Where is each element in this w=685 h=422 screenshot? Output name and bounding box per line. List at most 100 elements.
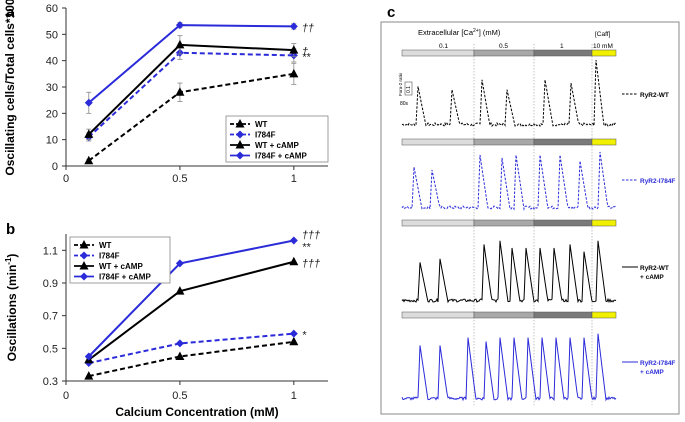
panel-b-label: b: [6, 221, 15, 238]
caffeine-label: [Caff]: [595, 31, 611, 38]
x-tick-label: 0.5: [172, 173, 187, 185]
segment-label-1: 1: [560, 43, 564, 50]
stimulus-segment: [533, 311, 593, 319]
x-tick-label: 0: [63, 173, 69, 185]
x-tick-label: 1: [291, 390, 297, 402]
legend-label: I784F + cAMP: [255, 152, 307, 161]
chart-b: 0.3 0.5 0.7 0.9 1.1 0 0.5 1 Oscillations (min-1)…: [4, 230, 328, 419]
y-tick-label: 60: [46, 3, 58, 15]
legend-label: I784F: [255, 131, 276, 140]
stimulus-segment: [473, 49, 535, 57]
legend-marker: [236, 151, 244, 160]
legend-label: I784F + cAMP: [99, 273, 151, 282]
legend-marker: [80, 251, 88, 260]
stimulus-segment: [591, 311, 617, 319]
significance-annotation: **: [302, 51, 311, 63]
y-tick-label: 0: [52, 161, 58, 173]
data-point: [175, 87, 185, 96]
stimulus-segment: [591, 138, 617, 146]
data-point: [84, 129, 94, 138]
segment-label-0.1: 0.1: [439, 43, 448, 50]
trace-label: + cAMP: [640, 274, 664, 281]
y-tick-label: 30: [46, 82, 58, 94]
stimulus-segment: [401, 219, 475, 227]
data-point: [84, 371, 94, 380]
legend-label: WT + cAMP: [99, 262, 143, 271]
stimulus-segment: [533, 138, 593, 146]
legend-marker: [235, 140, 245, 149]
data-point: [84, 98, 93, 107]
stimulus-segment: [473, 138, 535, 146]
trace-label: RyR2-WT: [640, 92, 669, 99]
x-tick-label: 1: [291, 173, 297, 185]
legend-label: WT: [99, 241, 112, 250]
calcium-trace: [401, 151, 617, 211]
data-point: [84, 155, 94, 165]
legend-label: WT: [255, 120, 268, 129]
calcium-traces-panel: Extracellular [Ca2+] (mM) [Caff] 0.1 0.5…: [398, 28, 675, 405]
x-tick-label: 0.5: [172, 390, 187, 402]
segment-label-0.5: 0.5: [499, 43, 508, 50]
y-tick-label: 20: [46, 108, 58, 120]
legend-marker: [80, 272, 88, 281]
trace-label: RyR2-WT: [640, 265, 669, 272]
data-point: [289, 68, 299, 78]
y-axis-title: Oscillating cells/Total cells*100: [3, 0, 17, 176]
scale-ratio-label: Fura-2 ratio: [398, 72, 403, 96]
data-point: [175, 21, 184, 30]
panel-c-label: c: [387, 4, 395, 21]
significance-annotation: *: [302, 330, 307, 342]
significance-annotation: ††: [302, 22, 314, 34]
stimulus-segment: [473, 311, 535, 319]
y-axis-title: Oscillations (min-1): [4, 254, 19, 362]
y-tick-label: 10: [46, 135, 58, 147]
extracellular-header: Extracellular [Ca2+] (mM): [418, 28, 501, 37]
stimulus-segment: [591, 49, 617, 57]
data-point: [175, 286, 185, 295]
calcium-trace: [401, 333, 617, 402]
stimulus-segment: [533, 49, 593, 57]
data-point: [175, 351, 185, 360]
scale-bar-box: [404, 81, 413, 96]
legend-marker: [236, 130, 244, 139]
traces-group: RyR2-WT RyR2-I784F RyR2-WT + cAMP RyR2-I784F…: [401, 44, 675, 405]
data-point: [175, 259, 184, 268]
scale-value-label: 0.1: [406, 86, 412, 93]
calcium-trace: [401, 240, 617, 304]
y-tick-label: 0.7: [43, 311, 58, 323]
legend-marker: [79, 240, 89, 249]
trace-label: RyR2-I784F: [640, 360, 675, 367]
stimulus-segment: [401, 49, 475, 57]
legend-label: I784F: [99, 252, 120, 261]
scale-time-label: 80s: [400, 101, 409, 107]
x-axis-title: Calcium Concentration (mM): [115, 405, 278, 419]
significance-annotation: †††: [302, 230, 320, 242]
stimulus-segment: [533, 219, 593, 227]
panel-a-label: a: [6, 4, 15, 21]
y-tick-label: 40: [46, 56, 58, 68]
data-point: [175, 39, 185, 49]
x-tick-label: 0: [63, 390, 69, 402]
stimulus-segment: [591, 219, 617, 227]
series-line-1: [88, 332, 294, 365]
significance-annotation: †††: [302, 258, 320, 270]
y-tick-label: 50: [46, 29, 58, 41]
calcium-trace: [401, 59, 617, 128]
data-point: [289, 329, 298, 338]
trace-label: RyR2-I784F: [640, 178, 675, 185]
series-line-0: [88, 340, 294, 378]
significance-annotation: **: [302, 242, 311, 254]
data-point: [289, 336, 299, 346]
data-point: [289, 236, 298, 245]
y-tick-label: 0.5: [43, 343, 58, 355]
data-point: [289, 45, 299, 54]
stimulus-segment: [401, 138, 475, 146]
data-point: [289, 256, 299, 266]
data-point: [175, 339, 184, 348]
y-tick-label: 0.3: [43, 376, 58, 388]
legend-label: WT + cAMP: [255, 141, 299, 150]
y-tick-label: 0.9: [43, 278, 58, 290]
legend-marker: [79, 261, 89, 270]
panel-c-frame: [380, 21, 680, 415]
